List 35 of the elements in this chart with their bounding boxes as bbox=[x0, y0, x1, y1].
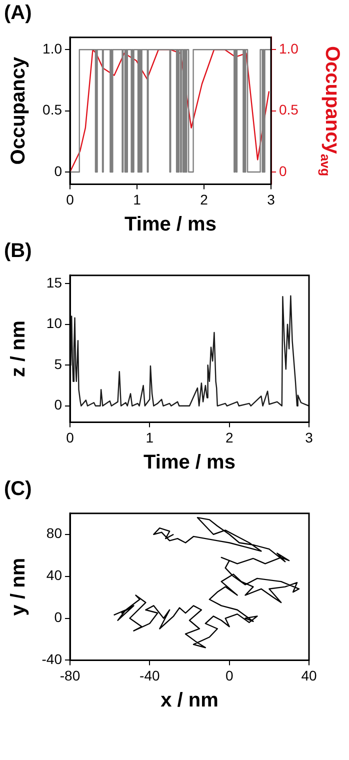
x-axis-title: x / nm bbox=[160, 690, 218, 712]
y2-tick-label: 0.5 bbox=[279, 102, 299, 118]
y-tick-label: 0 bbox=[54, 396, 62, 413]
x-tick-label: -40 bbox=[140, 667, 160, 684]
x-tick-label: 40 bbox=[301, 667, 317, 684]
y-tick-label: 40 bbox=[46, 567, 62, 584]
chart-title: (B) bbox=[4, 240, 33, 264]
y-tick-label: 1.0 bbox=[42, 40, 62, 56]
y-axis-title: Occupancy bbox=[8, 56, 30, 165]
x-tick-label: 1 bbox=[146, 429, 154, 446]
y2-tick-label: 1.0 bbox=[279, 40, 299, 56]
y-tick-label: 80 bbox=[46, 525, 62, 542]
y-tick-label: 0 bbox=[54, 609, 62, 626]
x-tick-label: 0 bbox=[66, 191, 74, 208]
y-tick-label: 5 bbox=[54, 356, 62, 372]
y-tick-label: 0.5 bbox=[42, 102, 62, 118]
y-axis-title: y / nm bbox=[8, 558, 30, 616]
x-tick-label: 3 bbox=[267, 191, 276, 208]
chart-title: (C) bbox=[4, 478, 33, 502]
y-tick-label: 10 bbox=[46, 315, 62, 332]
x-tick-label: 2 bbox=[225, 429, 234, 446]
x-tick-label: -80 bbox=[60, 667, 80, 684]
x-axis-title: Time / ms bbox=[124, 214, 216, 236]
y-tick-label: -40 bbox=[42, 651, 62, 668]
y-tick-label: 0 bbox=[54, 162, 62, 179]
x-tick-label: 3 bbox=[305, 429, 314, 446]
x-tick-label: 0 bbox=[66, 429, 74, 446]
x-tick-label: 1 bbox=[133, 191, 142, 208]
y2-tick-label: 0 bbox=[279, 162, 287, 179]
chart-title: (A) bbox=[4, 2, 33, 26]
x-axis-title: Time / ms bbox=[144, 452, 236, 474]
x-tick-label: 2 bbox=[200, 191, 208, 208]
y-axis-title: z / nm bbox=[8, 320, 30, 378]
x-tick-label: 0 bbox=[225, 667, 234, 684]
y-tick-label: 15 bbox=[46, 274, 62, 290]
